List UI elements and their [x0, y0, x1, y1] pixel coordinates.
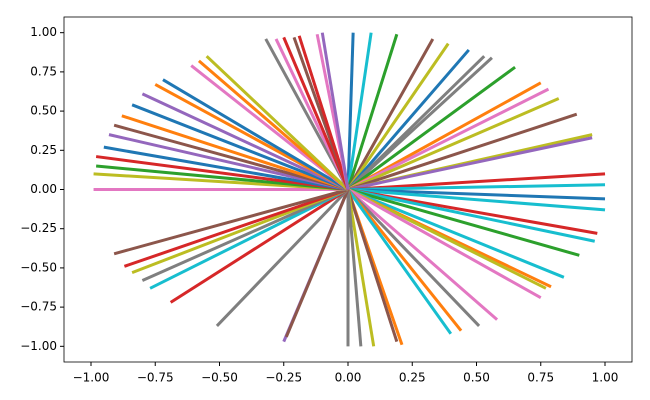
x-tick-label: 1.00 [592, 371, 619, 385]
x-tick-label: −1.00 [73, 371, 110, 385]
line [346, 188, 481, 327]
line [347, 188, 580, 257]
line [282, 36, 350, 191]
line [347, 81, 542, 191]
y-tick-label: 0.50 [30, 104, 57, 118]
line [347, 136, 593, 191]
line [346, 189, 376, 347]
line [347, 188, 547, 290]
line [284, 188, 350, 338]
line [347, 87, 550, 191]
line [347, 188, 565, 279]
y-tick-label: −0.50 [20, 260, 57, 274]
line [346, 42, 450, 191]
line [347, 188, 499, 321]
x-tick-label: 0.25 [399, 371, 426, 385]
line [347, 188, 596, 243]
line [113, 188, 349, 256]
line [346, 48, 470, 191]
line [131, 103, 349, 191]
line [113, 123, 349, 191]
line [215, 188, 350, 327]
line [346, 189, 363, 347]
line [141, 188, 349, 282]
line [141, 92, 349, 191]
x-tick-label: 0.75 [527, 371, 554, 385]
x-tick-label: 0.50 [463, 371, 490, 385]
line [346, 188, 453, 335]
line [346, 32, 355, 190]
line [264, 38, 350, 191]
line [347, 112, 578, 191]
line [162, 78, 349, 191]
line [123, 188, 349, 268]
line [320, 32, 350, 190]
line [346, 32, 373, 190]
line [205, 55, 350, 191]
line [347, 188, 542, 300]
line [95, 155, 349, 191]
line [347, 65, 516, 191]
line [347, 172, 606, 191]
line [169, 188, 349, 304]
x-tick-label: −0.75 [137, 371, 174, 385]
y-tick-label: −0.25 [20, 221, 57, 235]
line [346, 188, 463, 332]
x-tick-label: 0.00 [335, 371, 362, 385]
line [346, 33, 399, 190]
line [347, 188, 606, 212]
x-tick-label: −0.25 [265, 371, 302, 385]
line [108, 133, 349, 191]
line [95, 164, 349, 191]
line [121, 114, 349, 191]
y-tick-label: 1.00 [30, 25, 57, 39]
y-tick-label: −1.00 [20, 339, 57, 353]
x-tick-label: −0.50 [201, 371, 238, 385]
line [103, 145, 349, 191]
line [346, 56, 493, 191]
line [347, 183, 606, 191]
y-tick-label: −0.75 [20, 300, 57, 314]
line [346, 189, 399, 343]
y-tick-label: 0.75 [30, 64, 57, 78]
y-tick-label: 0.25 [30, 143, 57, 157]
line [346, 38, 435, 191]
y-tick-label: 0.00 [30, 182, 57, 196]
line [149, 188, 349, 290]
line [347, 97, 560, 191]
line [297, 35, 350, 190]
line [347, 188, 606, 201]
